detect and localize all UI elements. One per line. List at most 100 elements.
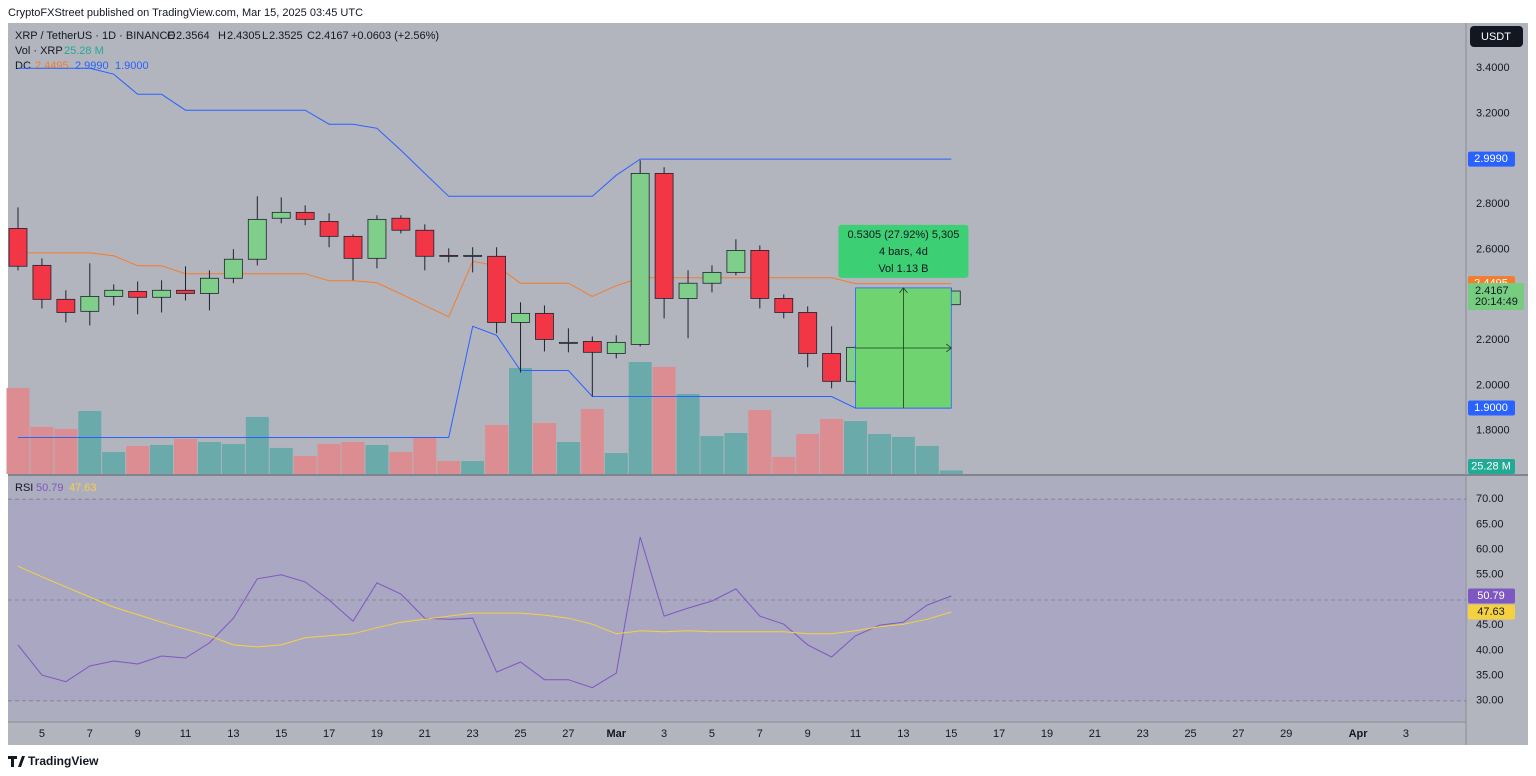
y-tick-label: 30.00	[1476, 695, 1504, 707]
x-tick-label: 3	[661, 728, 667, 740]
dc-basis-value: 2.4495	[35, 60, 69, 72]
x-tick-label: 27	[562, 728, 574, 740]
volume-bar	[891, 436, 915, 474]
volume-bar	[174, 438, 198, 474]
publish-header: CryptoFXStreet published on TradingView.…	[8, 7, 363, 19]
volume-bar	[867, 433, 891, 474]
volume-bar	[772, 456, 796, 474]
legend: XRP / TetherUS · 1D · BINANCE O 2.3564 H…	[15, 30, 439, 494]
ohlc-value: 2.4167	[315, 30, 349, 42]
x-tick-label: 7	[87, 728, 93, 740]
volume-bar	[30, 426, 54, 474]
candle-body	[319, 221, 339, 237]
x-tick-label: 9	[805, 728, 811, 740]
y-tick-label: 3.4000	[1476, 62, 1510, 74]
dc-upper-value: 2.9990	[75, 60, 109, 72]
rsi-tag: 50.79	[1477, 590, 1505, 602]
candle-body	[247, 218, 267, 260]
volume-bar	[604, 453, 628, 474]
candle-body	[176, 289, 195, 294]
ohlc-letter: L	[262, 30, 268, 42]
volume-bar	[628, 362, 652, 474]
candle-body	[606, 341, 626, 354]
candle-body	[630, 172, 650, 345]
candle-body	[295, 211, 315, 220]
candle-body	[32, 264, 52, 300]
volume-bar	[6, 387, 30, 474]
x-tick-label: 5	[709, 728, 715, 740]
ohlc-letter: O	[167, 30, 176, 42]
volume-bar	[437, 461, 461, 474]
candle-body	[463, 254, 483, 257]
dc-lower-value: 1.9000	[115, 60, 149, 72]
x-tick-label: 21	[419, 728, 431, 740]
volume-bar	[485, 424, 509, 474]
candle-body	[128, 291, 148, 298]
x-tick-label: Apr	[1349, 728, 1369, 740]
ohlc-value: 2.3525	[269, 30, 303, 42]
y-tick-label: 2.6000	[1476, 243, 1510, 255]
volume-bar	[532, 423, 556, 474]
x-tick-label: 29	[1280, 728, 1292, 740]
candle-body	[80, 295, 100, 312]
candle-body	[678, 282, 698, 299]
volume-bar	[844, 421, 868, 474]
candle-body	[152, 289, 171, 298]
indicator-name: DC	[15, 60, 31, 72]
volume-bar	[389, 452, 413, 474]
volume-bar	[556, 442, 580, 474]
x-tick-label: 7	[757, 728, 763, 740]
change-label: +0.0603 (+2.56%)	[351, 30, 439, 42]
x-tick-label: 19	[371, 728, 383, 740]
x-tick-label: 13	[227, 728, 239, 740]
candle-body	[415, 229, 435, 257]
volume-tag-box	[1468, 458, 1515, 474]
y-tick-label: 3.2000	[1476, 108, 1510, 120]
candle-body	[558, 341, 578, 344]
candle-body	[200, 277, 219, 294]
ohlc-letter: H	[218, 30, 226, 42]
y-tick-label: 45.00	[1476, 619, 1504, 631]
volume-bar	[580, 408, 604, 474]
volume-bar	[748, 410, 772, 474]
measure-label-box	[838, 224, 969, 278]
candle-body	[774, 298, 794, 313]
volume-bar	[461, 461, 485, 474]
measure-label: 0.5305 (27.92%) 5,305	[847, 229, 959, 241]
volume-bar	[78, 411, 102, 474]
volume-bar	[197, 442, 221, 474]
volume-bar	[126, 445, 150, 474]
candle-body	[582, 341, 602, 353]
ohlc-value: 2.4305	[227, 30, 261, 42]
x-tick-label: 11	[180, 728, 191, 740]
volume-bar	[365, 444, 389, 474]
y-tick-label: 1.8000	[1476, 425, 1510, 437]
ohlc-letter: C	[307, 30, 315, 42]
currency-label[interactable]: USDT	[1481, 31, 1511, 43]
measure-arrow	[855, 287, 952, 409]
measure-label: 4 bars, 4d	[879, 246, 928, 258]
volume-bar	[820, 418, 844, 474]
volume-name: Vol · XRP	[15, 45, 63, 57]
y-tick-label: 2.2000	[1476, 334, 1510, 346]
symbol-title: XRP / TetherUS · 1D · BINANCE	[15, 30, 175, 42]
volume-bar	[245, 416, 269, 474]
ohlc-value: 2.3564	[176, 30, 210, 42]
y-tick-label: 2.0000	[1476, 379, 1510, 391]
volume-bar	[700, 435, 724, 474]
measure-label: Vol 1.13 B	[878, 263, 928, 275]
rsi-value: 50.79	[36, 482, 64, 494]
volume-bar	[796, 433, 820, 474]
x-tick-label: 17	[323, 728, 335, 740]
y-tick-label: 60.00	[1476, 544, 1504, 556]
currency-button[interactable]	[1470, 26, 1523, 47]
candle-body	[104, 289, 124, 297]
candle-body	[271, 211, 291, 219]
rsi-legend: RSI 50.79 47.63	[15, 482, 97, 494]
volume-bar	[915, 445, 939, 474]
x-tick-label: 15	[275, 728, 287, 740]
candle-body	[343, 235, 363, 259]
volume-bar	[341, 442, 365, 474]
